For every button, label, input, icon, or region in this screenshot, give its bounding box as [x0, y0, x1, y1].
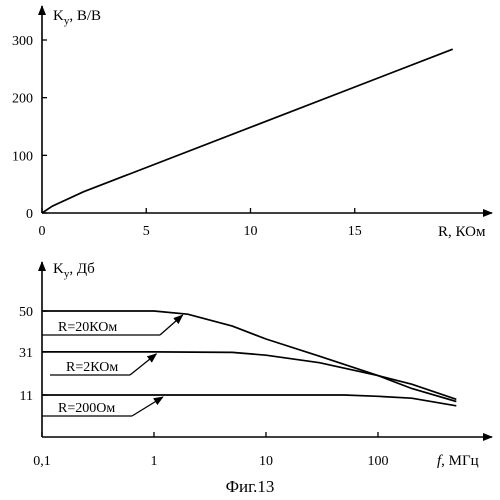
chart1-y-tick-label: 0 [26, 207, 33, 222]
chart2-curve-label-arrow [130, 354, 156, 375]
chart2-curve-label: R=2КОм [66, 360, 118, 375]
chart1-x-tick-label: 5 [143, 224, 150, 239]
chart2-x-tick-label: 10 [259, 454, 273, 469]
gain-vs-frequency-chart: 0,1 1 10 100 11 31 50 R=20КОм R=2КОм R=200Ом Kу,… [19, 261, 492, 469]
chart2-x-tick-label: 1 [151, 454, 158, 469]
chart1-series-line [42, 49, 453, 213]
chart2-y-tick-label: 50 [19, 305, 33, 320]
chart1-y-tick-label: 100 [12, 149, 33, 164]
chart1-y-axis-label: Kу, В/В [53, 8, 101, 27]
chart2-curve-label: R=20КОм [58, 320, 117, 335]
chart2-x-tick-label: 100 [368, 454, 389, 469]
chart1-x-tick-label: 10 [244, 224, 258, 239]
chart2-curve-label-arrow [132, 397, 163, 416]
chart1-x-axis-label: R, КОм [438, 224, 486, 240]
chart2-curve-label-arrow [160, 315, 183, 335]
chart2-curve-labels: R=20КОм R=2КОм R=200Ом [42, 315, 183, 416]
chart1-x-tick-label: 15 [348, 224, 362, 239]
chart2-x-tick-label: 0,1 [33, 454, 51, 469]
chart2-x-axis-label: f, МГц [437, 453, 479, 469]
chart1-x-tick-label: 0 [39, 224, 46, 239]
chart2-y-tick-label: 31 [19, 346, 33, 361]
chart2-curve-label: R=200Ом [58, 401, 115, 416]
chart1-y-tick-label: 300 [12, 34, 33, 49]
chart2-y-axis-label: Kу, Дб [53, 261, 95, 280]
chart1-ticks: 0 5 10 15 0 100 200 300 [12, 34, 362, 239]
figure-caption: Фиг.13 [226, 477, 275, 496]
gain-vs-resistance-chart: 0 5 10 15 0 100 200 300 Kу, В/В R, КОм [12, 6, 492, 240]
chart2-y-tick-label: 11 [20, 389, 33, 404]
chart1-y-tick-label: 200 [12, 92, 33, 107]
chart1-series [42, 49, 453, 213]
